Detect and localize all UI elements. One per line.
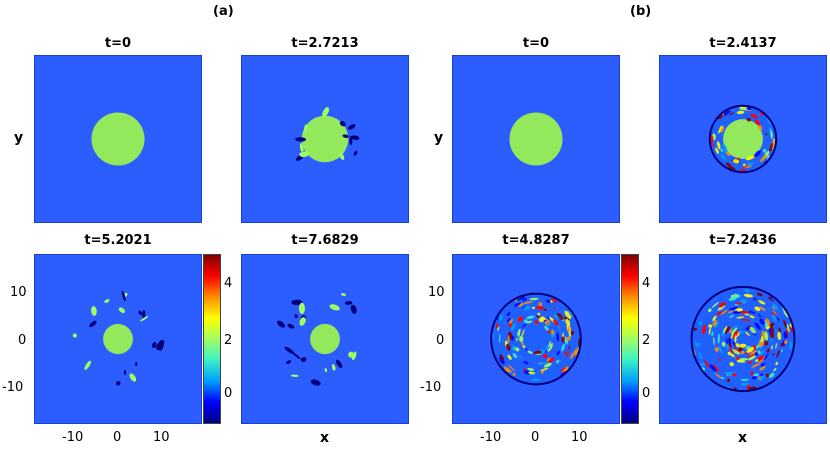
panel-b4 (659, 254, 827, 424)
field-plot (708, 104, 778, 174)
y-axis-label-b: y (434, 130, 444, 146)
colorbar-a-tick-0: 0 (224, 386, 233, 401)
panel-title-b2: t=2.4137 (709, 36, 777, 51)
x-axis-label-b: x (738, 430, 748, 446)
group-label-b: (b) (630, 4, 652, 19)
colorbar-b (621, 254, 639, 424)
colorbar-a (203, 254, 221, 424)
panel-a3 (34, 254, 202, 424)
colorbar-b-tick-0: 0 (642, 386, 651, 401)
field-plot (690, 285, 796, 393)
panel-title-b3: t=4.8287 (502, 233, 570, 248)
panel-title-a2: t=2.7213 (291, 36, 359, 51)
panel-a1 (34, 55, 202, 223)
panel-title-a1: t=0 (104, 36, 132, 51)
y-tick-b-10: 10 (428, 285, 445, 300)
y-tick-a-0: 0 (18, 333, 27, 348)
panel-a2 (241, 55, 409, 223)
panel-title-a3: t=5.2021 (84, 233, 152, 248)
x-tick-b-neg10: -10 (480, 430, 502, 445)
panel-b2 (659, 55, 827, 223)
y-tick-b-neg10: -10 (420, 380, 442, 395)
x-tick-a-10: 10 (153, 430, 170, 445)
panel-a4 (241, 254, 409, 424)
panel-title-a4: t=7.6829 (291, 233, 359, 248)
panel-title-b4: t=7.2436 (709, 233, 777, 248)
y-tick-a-neg10: -10 (2, 380, 24, 395)
field-plot (295, 107, 360, 163)
x-tick-b-10: 10 (571, 430, 588, 445)
colorbar-b-tick-4: 4 (642, 276, 651, 291)
field-plot (72, 290, 165, 386)
y-axis-label-a: y (14, 130, 24, 146)
colorbar-a-tick-4: 4 (224, 276, 233, 291)
y-tick-a-10: 10 (10, 285, 27, 300)
x-tick-a-neg10: -10 (62, 430, 84, 445)
colorbar-b-tick-2: 2 (642, 333, 651, 348)
field-plot (490, 292, 582, 386)
panel-title-b1: t=0 (522, 36, 550, 51)
group-label-a: (a) (213, 4, 234, 19)
colorbar-a-tick-2: 2 (224, 333, 233, 348)
x-tick-b-0: 0 (531, 430, 540, 445)
field-plot (91, 112, 145, 166)
panel-b3 (452, 254, 620, 424)
panel-b1 (452, 55, 620, 223)
x-tick-a-0: 0 (113, 430, 122, 445)
field-plot (509, 112, 563, 166)
field-plot (277, 293, 357, 386)
y-tick-b-0: 0 (436, 333, 445, 348)
x-axis-label-a: x (320, 430, 330, 446)
